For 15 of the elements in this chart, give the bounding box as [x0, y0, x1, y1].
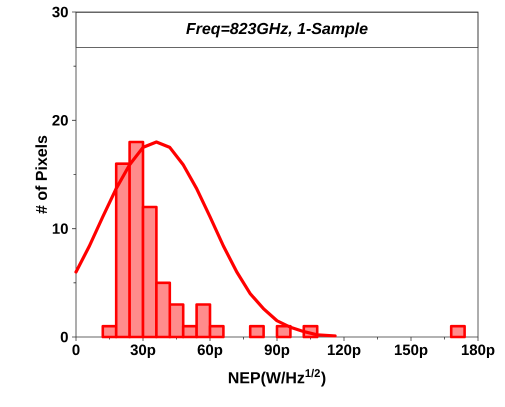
- x-tick-label: 0: [72, 344, 80, 356]
- x-tick-label: 60p: [198, 344, 222, 358]
- text: Freq=823GHz, 1-Sample: [186, 22, 368, 38]
- y-tick-label: 10: [52, 223, 68, 234]
- y-tick-label: 0: [60, 332, 68, 342]
- x-tick-label: 30p: [130, 344, 156, 358]
- x-tick-label: 120p: [328, 344, 360, 358]
- x-tick-label: 150p: [394, 344, 428, 358]
- line-series: [74, 140, 337, 338]
- y-tick-label: 20: [52, 115, 68, 126]
- x-tick-label: 90p: [264, 344, 290, 358]
- y-axis-title: # of Pixels: [35, 136, 48, 214]
- x-tick-label: 180p: [462, 344, 494, 358]
- x-axis-title: NEP(W/Hz$^{1/2}$): [228, 368, 326, 387]
- y-tick-label: 30: [52, 6, 68, 18]
